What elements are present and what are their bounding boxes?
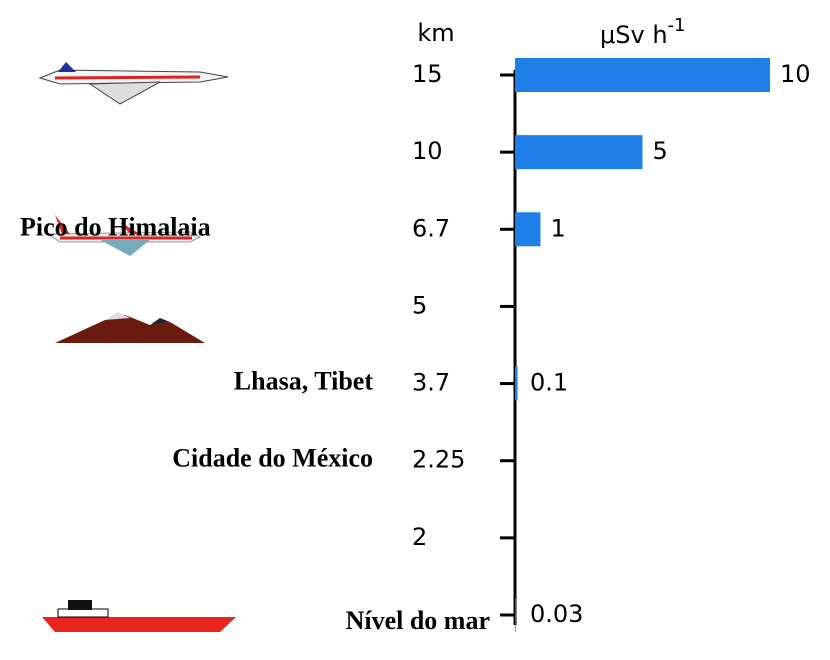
value-label: 10 [780,60,811,88]
bar [515,58,770,92]
y-tick-label: Nível do mar [346,606,490,635]
bar [515,212,541,247]
airliner-icon [46,215,202,256]
y-tick-label: 3.7 [412,369,450,397]
y-unit: km [417,19,454,47]
y-tick-label: 15 [412,60,443,88]
concorde-icon [38,62,229,105]
x-unit-base: μSv h [600,21,668,49]
bar [515,135,643,170]
y-tick-label: 6.7 [412,214,450,242]
y-tick-label: 2 [412,523,427,551]
y-tick-label: 5 [412,291,427,319]
x-unit-exponent: -1 [668,15,686,36]
bar [515,366,518,401]
y-tick-label: 10 [412,137,443,165]
bar [515,598,516,632]
value-label: 0.03 [530,600,583,628]
y-tick-label: 2.25 [412,446,465,474]
value-label: 5 [653,137,668,165]
ship-icon [42,600,236,632]
mountain-icon [55,312,205,343]
value-label: 1 [551,214,566,242]
place-label: Cidade do México [172,444,373,473]
x-unit: μSv h-1 [600,15,686,49]
place-label: Pico do Himalaia [20,212,211,241]
place-label: Lhasa, Tibet [234,367,374,396]
value-label: 0.1 [530,369,568,397]
